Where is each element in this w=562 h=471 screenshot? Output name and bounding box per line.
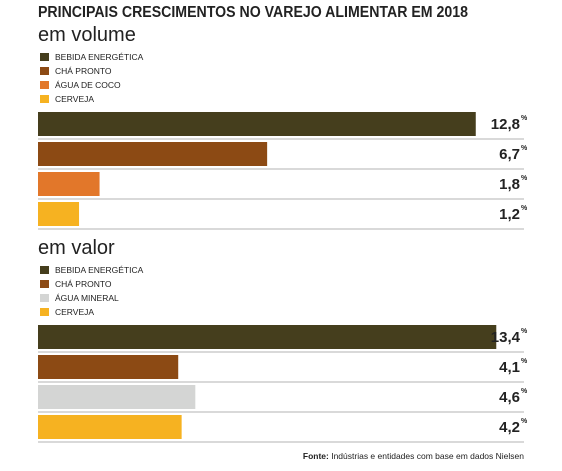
bar [38,325,497,349]
bar-value-percent: % [521,145,528,152]
legend-label: BEBIDA ENERGÉTICA [55,265,144,275]
legend-label: CERVEJA [55,94,94,104]
bar-value-label: 4,2 [499,419,520,436]
bar-value-percent: % [521,175,528,182]
bar-value-label: 1,2 [499,206,520,223]
bar [38,142,268,166]
bar-value-label: 4,6 [499,389,520,406]
source-label: Fonte: [303,451,329,461]
bar-value-percent: % [521,205,528,212]
legend-label: CHÁ PRONTO [55,279,112,289]
bar [38,202,80,226]
bar-value-label: 1,8 [499,176,520,193]
bar-value-percent: % [521,358,528,365]
bar-value-percent: % [521,418,528,425]
bar [38,385,196,409]
source-note: Fonte: Indústrias e entidades com base e… [303,451,524,461]
source-text: Indústrias e entidades com base em dados… [329,451,524,461]
panel-subtitle: em valor [38,237,115,259]
bar-value-percent: % [521,115,528,122]
bar [38,112,476,136]
chart-title: PRINCIPAIS CRESCIMENTOS NO VAREJO ALIMEN… [38,4,468,21]
legend-swatch [40,81,49,89]
bar [38,355,179,379]
bar [38,172,100,196]
bar [38,415,182,439]
legend-label: ÁGUA MINERAL [55,293,119,303]
legend-swatch [40,308,49,316]
bar-value-label: 4,1 [499,359,520,376]
panel-subtitle: em volume [38,24,136,46]
legend-swatch [40,67,49,75]
legend-label: BEBIDA ENERGÉTICA [55,52,144,62]
legend-label: CHÁ PRONTO [55,66,112,76]
legend-label: CERVEJA [55,307,94,317]
bar-value-percent: % [521,328,528,335]
legend-swatch [40,53,49,61]
bar-value-percent: % [521,388,528,395]
bar-value-label: 12,8 [491,116,520,133]
legend-swatch [40,280,49,288]
legend-swatch [40,95,49,103]
bar-value-label: 13,4 [491,329,521,346]
legend-label: ÁGUA DE COCO [55,80,121,90]
legend-swatch [40,294,49,302]
legend-swatch [40,266,49,274]
bar-value-label: 6,7 [499,146,520,163]
